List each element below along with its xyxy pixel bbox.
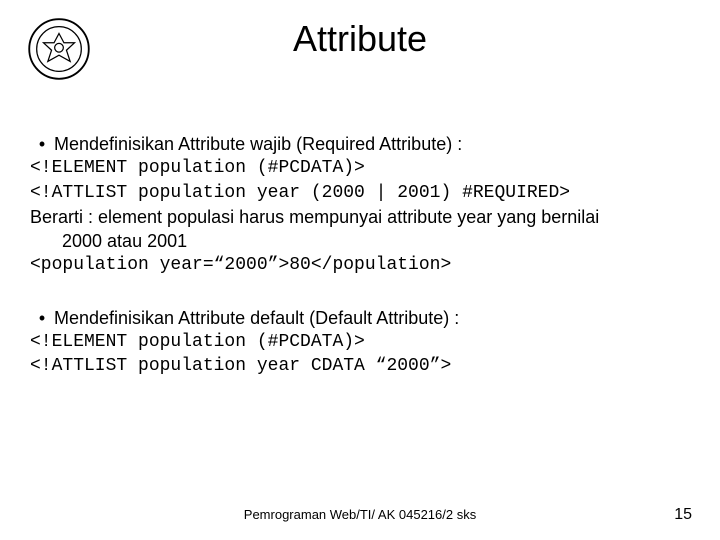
bullet-dot: •	[30, 306, 54, 330]
footer-text: Pemrograman Web/TI/ AK 045216/2 sks	[0, 507, 720, 522]
code-line: <population year=“2000”>80</population>	[30, 253, 690, 277]
code-line: <!ATTLIST population year CDATA “2000”>	[30, 354, 690, 378]
bullet-required: • Mendefinisikan Attribute wajib (Requir…	[30, 132, 690, 156]
code-line: <!ELEMENT population (#PCDATA)>	[30, 330, 690, 354]
code-line: <!ELEMENT population (#PCDATA)>	[30, 156, 690, 180]
slide-title: Attribute	[0, 0, 720, 60]
text-line: 2000 atau 2001	[62, 229, 690, 253]
code-line: <!ATTLIST population year (2000 | 2001) …	[30, 181, 690, 205]
university-logo	[28, 18, 90, 80]
text-line: Berarti : element populasi harus mempuny…	[30, 205, 690, 229]
page-number: 15	[674, 506, 692, 524]
slide-body: • Mendefinisikan Attribute wajib (Requir…	[30, 130, 690, 379]
bullet-text: Mendefinisikan Attribute wajib (Required…	[54, 132, 462, 156]
bullet-default: • Mendefinisikan Attribute default (Defa…	[30, 306, 690, 330]
bullet-text: Mendefinisikan Attribute default (Defaul…	[54, 306, 459, 330]
bullet-dot: •	[30, 132, 54, 156]
